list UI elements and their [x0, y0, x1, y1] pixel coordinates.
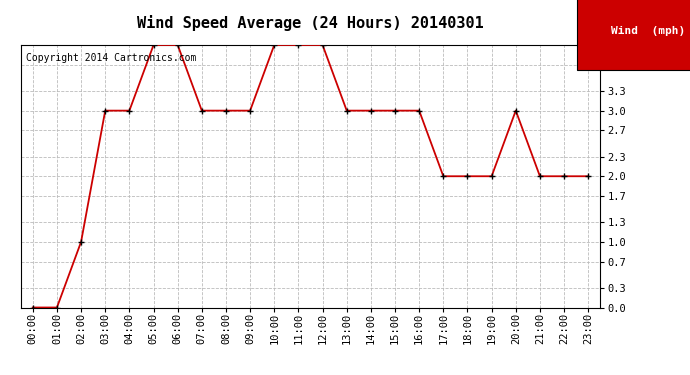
Text: Wind  (mph): Wind (mph) — [611, 26, 685, 36]
Text: Wind Speed Average (24 Hours) 20140301: Wind Speed Average (24 Hours) 20140301 — [137, 15, 484, 31]
Text: Copyright 2014 Cartronics.com: Copyright 2014 Cartronics.com — [26, 53, 197, 63]
